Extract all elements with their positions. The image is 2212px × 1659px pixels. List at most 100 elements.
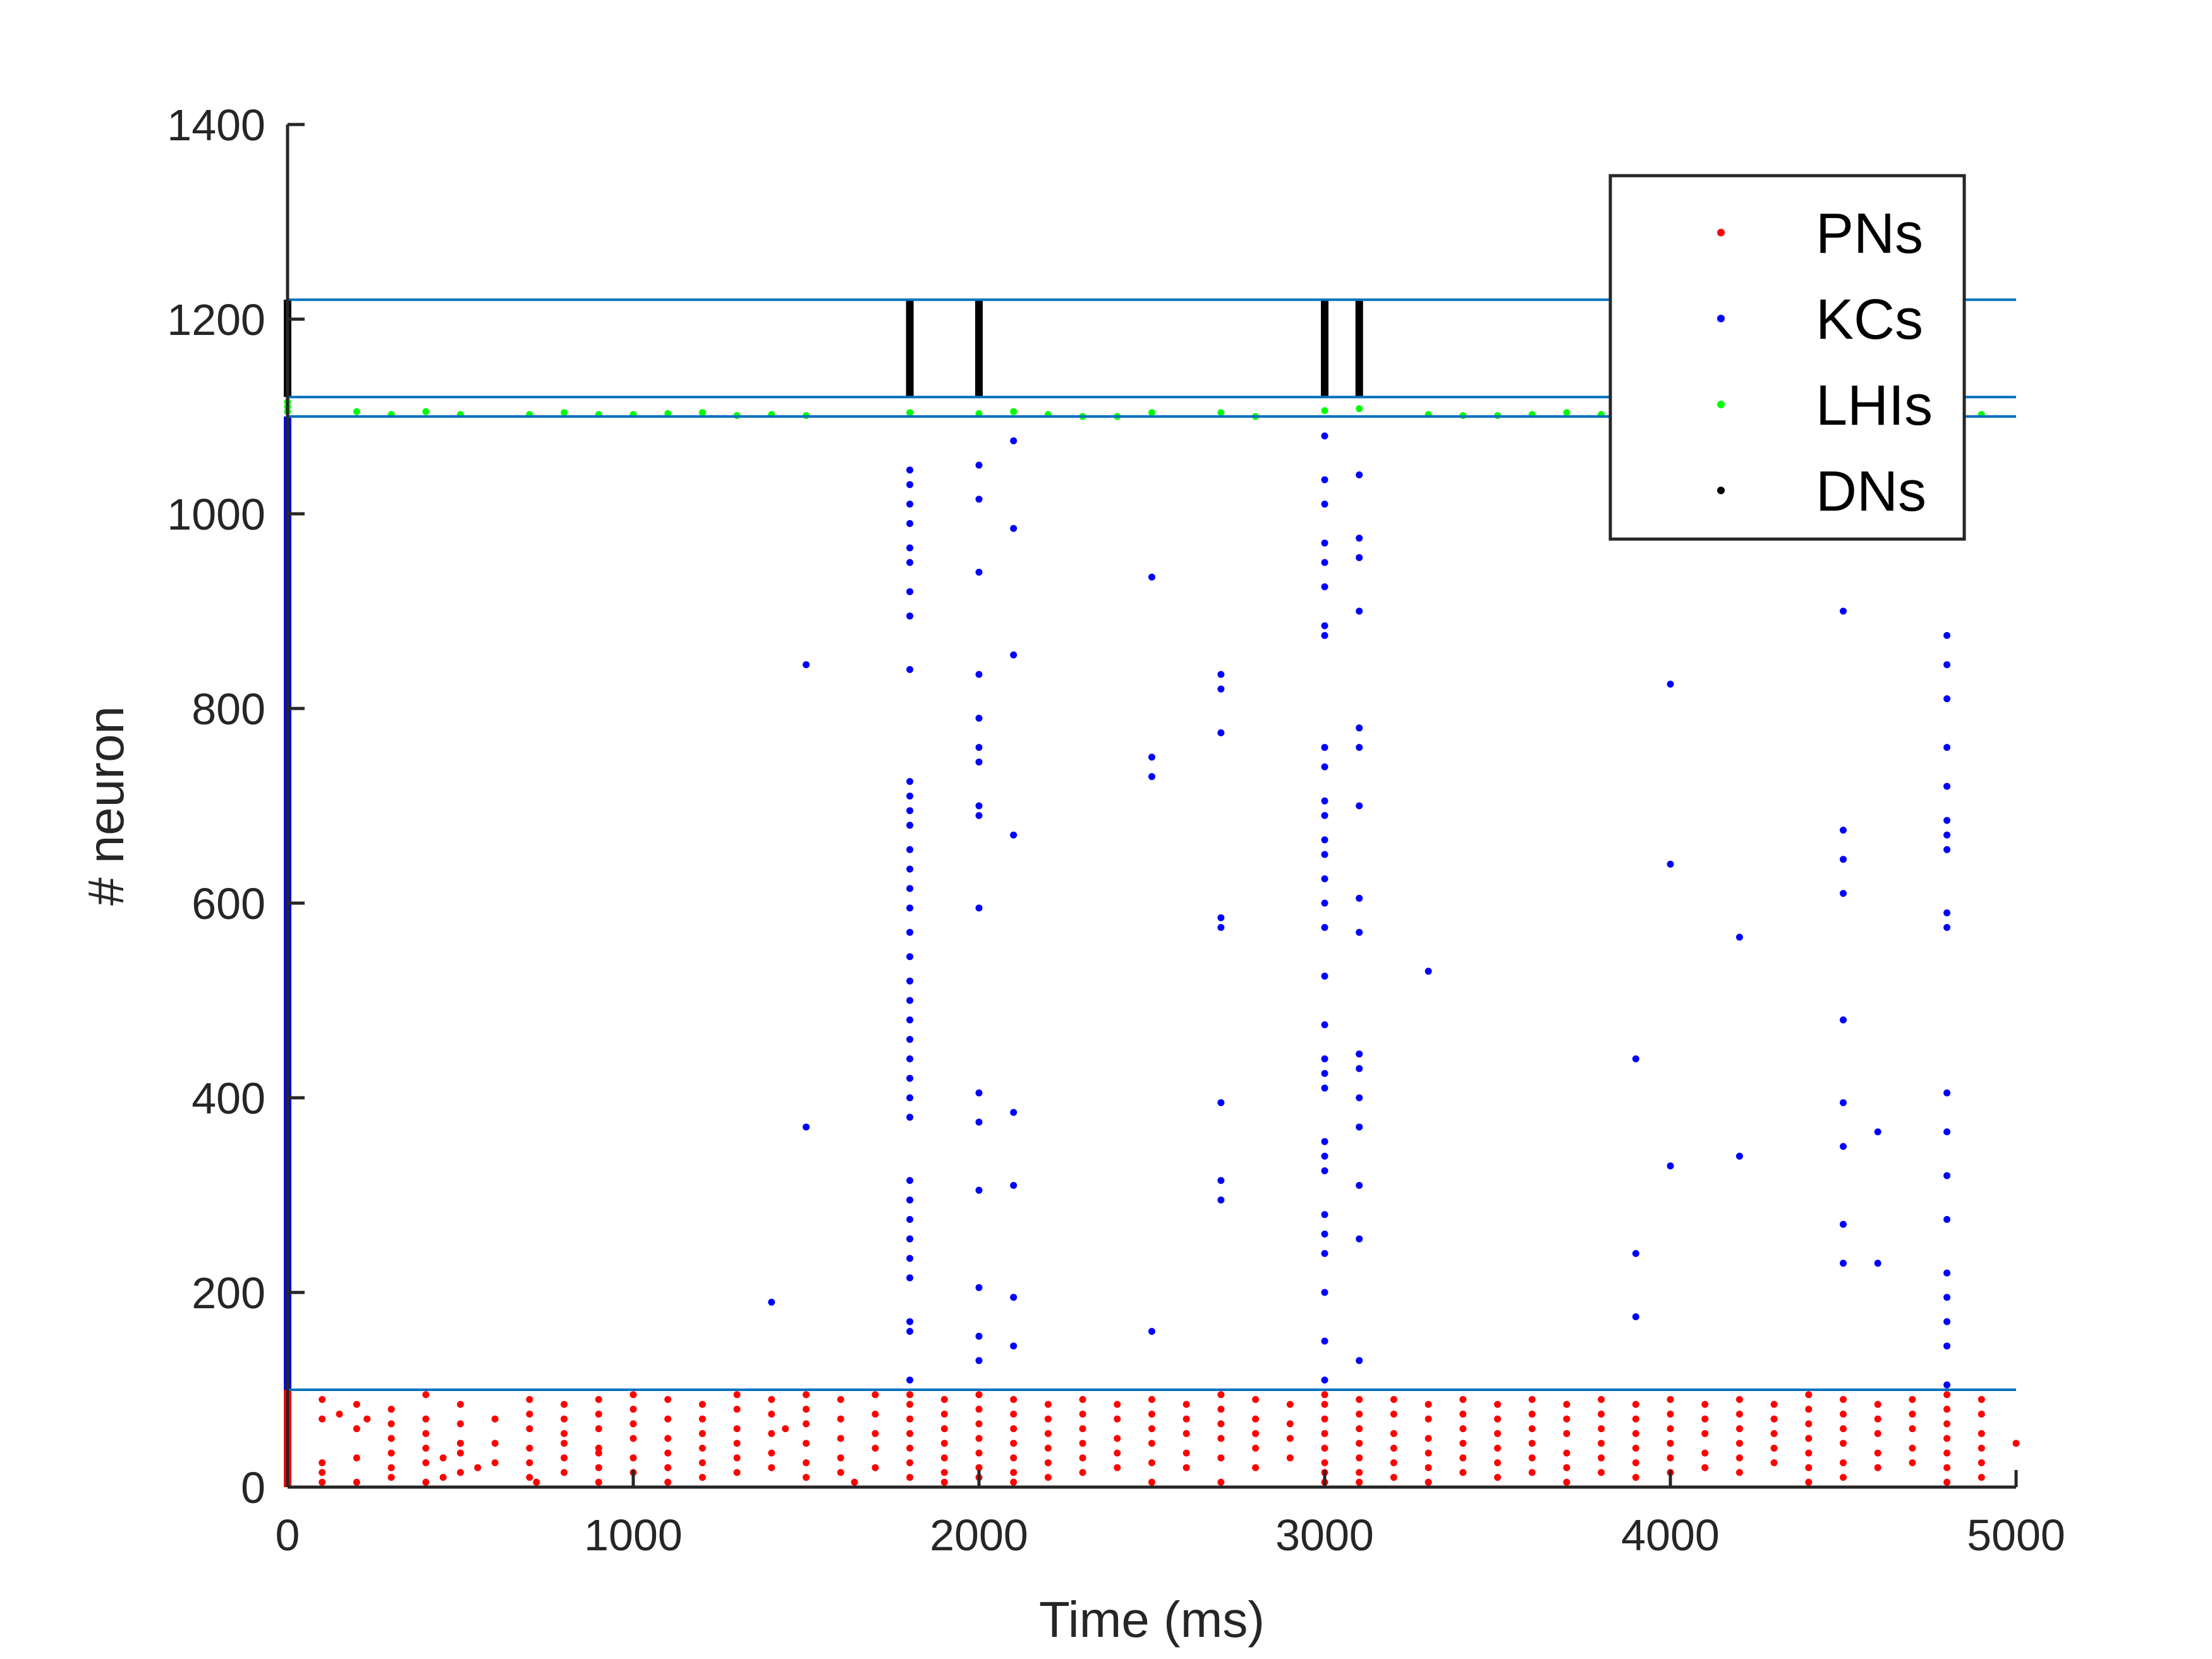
spike-marker bbox=[319, 1459, 326, 1466]
spike-marker bbox=[975, 1464, 983, 1471]
spike-marker bbox=[733, 1425, 741, 1433]
spike-marker bbox=[906, 344, 914, 352]
spike-marker bbox=[906, 1074, 914, 1082]
spike-marker bbox=[1943, 1128, 1951, 1136]
legend-box bbox=[1608, 174, 1966, 541]
spike-marker bbox=[1390, 1411, 1397, 1418]
spike-marker bbox=[975, 744, 983, 751]
spike-marker bbox=[1321, 1231, 1328, 1238]
spike-marker bbox=[975, 301, 983, 308]
spike-marker bbox=[561, 1415, 568, 1423]
spike-marker bbox=[1010, 831, 1018, 839]
spike-marker bbox=[1217, 1099, 1225, 1107]
spike-marker bbox=[629, 1420, 637, 1428]
legend-marker bbox=[1717, 487, 1725, 494]
spike-marker bbox=[1044, 1459, 1052, 1466]
x-ticks: 0 1000 2000 3000 4000 5000 bbox=[276, 1470, 2065, 1560]
spike-marker bbox=[664, 1464, 672, 1471]
spike-marker bbox=[1321, 539, 1328, 547]
spike-marker bbox=[906, 315, 914, 323]
spike-marker bbox=[1044, 1401, 1052, 1408]
spike-marker bbox=[1182, 1464, 1190, 1471]
spike-marker bbox=[491, 1459, 499, 1466]
spike-marker bbox=[526, 1459, 533, 1466]
spike-marker bbox=[664, 1478, 672, 1486]
spike-marker bbox=[975, 1284, 983, 1291]
spike-marker bbox=[906, 588, 914, 595]
spike-marker bbox=[872, 1430, 879, 1437]
y-tick-label: 0 bbox=[241, 1463, 265, 1512]
spike-marker bbox=[1321, 407, 1328, 415]
spike-marker bbox=[533, 1478, 540, 1486]
spike-marker bbox=[803, 1123, 810, 1131]
spike-marker bbox=[1390, 1395, 1397, 1403]
spike-marker bbox=[1321, 330, 1328, 337]
spike-marker bbox=[1978, 1395, 1985, 1403]
spike-marker bbox=[733, 1469, 741, 1476]
spike-marker bbox=[837, 1415, 844, 1423]
spike-marker bbox=[422, 1430, 430, 1437]
spike-marker bbox=[1459, 1440, 1467, 1447]
spike-marker bbox=[906, 481, 914, 489]
spike-marker bbox=[1667, 1395, 1674, 1403]
spike-marker bbox=[1494, 1459, 1501, 1466]
spike-marker bbox=[353, 1401, 360, 1408]
spike-marker bbox=[975, 714, 983, 722]
spike-marker bbox=[1321, 501, 1328, 508]
y-tick-label: 1000 bbox=[167, 490, 265, 539]
spike-marker bbox=[1667, 1411, 1674, 1418]
spike-marker bbox=[1044, 1430, 1052, 1437]
spike-marker bbox=[698, 1474, 706, 1481]
spike-marker bbox=[1079, 1469, 1086, 1476]
spike-marker bbox=[1079, 1454, 1086, 1462]
spike-marker bbox=[975, 671, 983, 678]
spike-marker bbox=[768, 1449, 775, 1457]
spike-marker bbox=[1321, 1337, 1328, 1345]
spike-marker bbox=[975, 330, 983, 337]
spike-marker bbox=[906, 559, 914, 566]
spike-marker bbox=[698, 1459, 706, 1466]
spike-marker bbox=[975, 904, 983, 912]
spike-marker bbox=[1978, 1459, 1985, 1466]
spike-marker bbox=[1252, 1444, 1260, 1452]
spike-marker bbox=[975, 495, 983, 503]
legend-item-lhis: LHIs bbox=[1717, 374, 1933, 437]
spike-marker bbox=[1217, 1454, 1225, 1462]
spike-marker bbox=[1079, 1411, 1086, 1418]
y-ticks: 0 200 400 600 800 1000 1200 1400 bbox=[167, 100, 305, 1512]
x-tick-label: 3000 bbox=[1275, 1510, 1374, 1560]
spike-marker bbox=[975, 344, 983, 352]
spike-marker bbox=[1148, 1328, 1155, 1335]
spike-marker bbox=[629, 1435, 637, 1442]
spike-marker bbox=[1356, 301, 1363, 308]
spike-marker bbox=[1943, 1435, 1951, 1442]
spike-marker bbox=[1356, 1478, 1363, 1486]
spike-marker bbox=[1321, 1138, 1328, 1145]
legend-item-kcs: KCs bbox=[1717, 288, 1923, 351]
spike-marker bbox=[1321, 924, 1328, 931]
spike-marker bbox=[1010, 1440, 1018, 1447]
spike-marker bbox=[1425, 1415, 1432, 1423]
spike-marker bbox=[1390, 1430, 1397, 1437]
spike-marker bbox=[353, 1425, 360, 1433]
spike-marker bbox=[906, 330, 914, 337]
spike-marker bbox=[1356, 1065, 1363, 1073]
spike-marker bbox=[1044, 1415, 1052, 1423]
legend-item-pns: PNs bbox=[1717, 202, 1923, 265]
spike-marker bbox=[1943, 924, 1951, 931]
spike-marker bbox=[906, 1235, 914, 1243]
spike-marker bbox=[1943, 632, 1951, 639]
spike-marker bbox=[906, 997, 914, 1004]
spike-marker bbox=[940, 1425, 948, 1433]
spike-marker bbox=[1909, 1444, 1916, 1452]
spike-marker bbox=[1390, 1459, 1397, 1466]
spike-marker bbox=[1528, 1425, 1536, 1433]
spike-marker bbox=[561, 409, 568, 416]
spike-marker bbox=[1148, 1459, 1155, 1466]
spike-marker bbox=[698, 1430, 706, 1437]
spike-marker bbox=[906, 846, 914, 853]
spike-marker bbox=[1943, 831, 1951, 839]
spike-marker bbox=[1459, 1411, 1467, 1418]
spike-marker bbox=[561, 1430, 568, 1437]
spike-marker bbox=[1943, 1449, 1951, 1457]
